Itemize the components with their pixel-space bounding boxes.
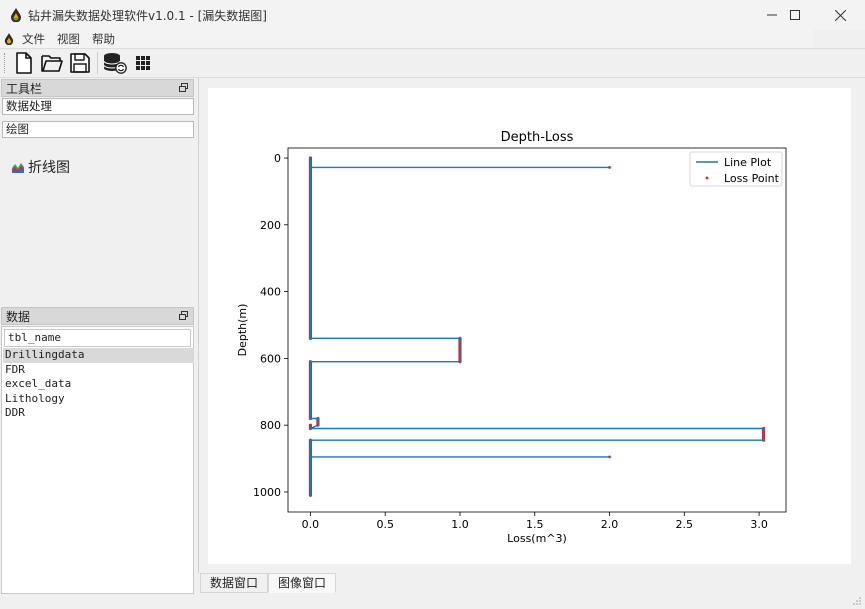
legend-entry: Line Plot: [724, 156, 772, 169]
tree-item-line-chart[interactable]: 折线图: [11, 157, 70, 177]
y-tick-label: 800: [260, 419, 281, 432]
open-folder-button[interactable]: [38, 50, 66, 76]
open-folder-icon: [41, 55, 63, 72]
plot-canvas: 0.0 0.5 1.0 1.5 2.0 2.5 3.0 0 200 400 600 800 1000 De…: [208, 88, 851, 564]
database-refresh-icon: [103, 53, 127, 74]
table-row[interactable]: Drillingdata: [3, 348, 194, 363]
toolbar-separator: [97, 52, 98, 74]
menu-file[interactable]: 文件: [22, 32, 45, 46]
maximize-icon: [790, 10, 800, 20]
data-panel-title: 数据: [6, 309, 31, 324]
y-axis-label: Depth(m): [236, 304, 249, 357]
legend-entry: Loss Point: [724, 172, 780, 185]
legend-point-swatch: [705, 176, 709, 180]
table-row[interactable]: FDR: [5, 362, 25, 376]
plot-button[interactable]: 绘图: [2, 121, 194, 138]
table-list: tbl_name Drillingdata FDR excel_data Lit…: [1, 326, 194, 594]
new-file-icon: [16, 52, 32, 74]
tab-data-window[interactable]: 数据窗口: [200, 573, 269, 593]
x-tick-label: 2.5: [676, 518, 694, 531]
close-icon: [834, 9, 846, 21]
toolbox-title: 工具栏: [6, 81, 43, 96]
toolbar-grip[interactable]: [4, 53, 6, 73]
tab-image-window[interactable]: 图像窗口: [268, 573, 337, 593]
y-tick-label: 1000: [253, 486, 281, 499]
status-bar: [0, 594, 865, 609]
x-tick-label: 3.0: [750, 518, 768, 531]
data-dock-title: 数据: [1, 307, 194, 325]
float-dock-icon[interactable]: [179, 83, 188, 92]
x-tick-label: 0.0: [302, 518, 320, 531]
x-tick-label: 0.5: [376, 518, 394, 531]
x-axis-label: Loss(m^3): [507, 532, 567, 545]
series-line-plot: [309, 158, 765, 496]
close-button[interactable]: [817, 0, 863, 30]
app-logo-icon: [11, 8, 21, 22]
window-title: 钻井漏失数据处理软件v1.0.1 - [漏失数据图]: [28, 8, 267, 23]
chart-title: Depth-Loss: [501, 130, 574, 145]
y-tick-label: 400: [260, 286, 281, 299]
area-chart-icon: [12, 163, 24, 173]
table-row[interactable]: excel_data: [5, 377, 72, 390]
menu-bar-spacer: [813, 30, 865, 48]
toolbox-dock-title: 工具栏: [1, 79, 194, 97]
new-file-button[interactable]: [10, 50, 38, 76]
save-icon: [70, 53, 90, 73]
plot-frame: [287, 147, 787, 513]
app-logo-icon: [4, 33, 14, 45]
main-toolbar: [0, 48, 865, 78]
minimize-button[interactable]: [749, 0, 795, 30]
menu-view[interactable]: 视图: [57, 32, 80, 46]
y-tick-label: 0: [274, 152, 281, 165]
grid-icon: [136, 56, 150, 70]
database-refresh-button[interactable]: [101, 50, 129, 76]
resize-grip-icon[interactable]: [852, 596, 862, 606]
menu-help[interactable]: 帮助: [92, 32, 115, 46]
legend-box: [689, 151, 783, 187]
plot-type-tree: 折线图: [1, 140, 194, 302]
x-tick-label: 2.0: [601, 518, 619, 531]
depth-loss-chart: 0.0 0.5 1.0 1.5 2.0 2.5 3.0 0 200 400 600 800 1000 De…: [236, 130, 787, 545]
tab-bar: 数据窗口 图像窗口: [200, 573, 337, 593]
x-tick-label: 1.0: [451, 518, 469, 531]
table-row[interactable]: DDR: [5, 406, 25, 419]
title-bar: 钻井漏失数据处理软件v1.0.1 - [漏失数据图]: [0, 0, 865, 30]
y-tick-label: 600: [260, 352, 281, 365]
y-tick-label: 200: [260, 219, 281, 232]
float-dock-icon[interactable]: [179, 311, 188, 320]
data-processing-button[interactable]: 数据处理: [2, 98, 194, 115]
maximize-button[interactable]: [772, 0, 818, 30]
menu-bar: 文件 视图 帮助: [0, 30, 865, 48]
tree-item-label: 折线图: [28, 160, 70, 176]
save-button[interactable]: [66, 50, 94, 76]
grid-view-button[interactable]: [129, 50, 157, 76]
table-list-header: tbl_name: [4, 329, 191, 347]
minimize-icon: [767, 14, 777, 16]
table-row[interactable]: Lithology: [5, 391, 65, 405]
x-tick-label: 1.5: [526, 518, 544, 531]
